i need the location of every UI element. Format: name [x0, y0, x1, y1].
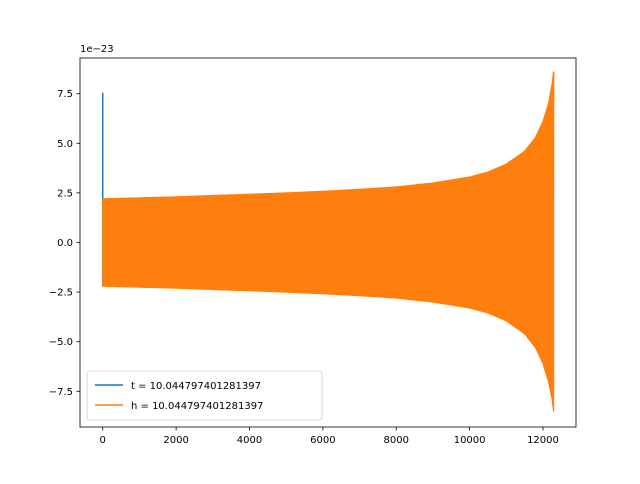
legend-label: h = 10.044797401281397	[131, 401, 263, 412]
legend-label: t = 10.044797401281397	[131, 381, 261, 392]
series-h-tail	[547, 71, 555, 405]
series-h-band	[102, 71, 555, 412]
offset-label: 1e−23	[80, 44, 114, 55]
x-tick-label: 2000	[163, 435, 188, 446]
x-tick-label: 0	[100, 435, 106, 446]
x-tick-label: 8000	[384, 435, 409, 446]
x-tick-label: 4000	[237, 435, 262, 446]
x-tick-label: 6000	[310, 435, 335, 446]
y-tick-label: 7.5	[57, 89, 73, 100]
y-tick-label: −5.0	[49, 337, 73, 348]
y-tick-label: 5.0	[57, 139, 73, 150]
y-tick-label: −7.5	[49, 387, 73, 398]
y-tick-label: 0.0	[57, 238, 73, 249]
y-tick-label: 2.5	[57, 188, 73, 199]
x-axis: 0 2000 4000 6000 8000 10000 12000	[100, 427, 559, 446]
legend-box	[86, 370, 323, 421]
plot-area	[101, 71, 555, 412]
y-tick-label: −2.5	[49, 288, 73, 299]
legend: t = 10.044797401281397 h = 10.04479740128…	[86, 370, 323, 421]
x-tick-label: 10000	[454, 435, 486, 446]
y-axis: 7.5 5.0 2.5 0.0 −2.5 −5.0 −7.5	[49, 89, 80, 398]
x-tick-label: 12000	[527, 435, 559, 446]
